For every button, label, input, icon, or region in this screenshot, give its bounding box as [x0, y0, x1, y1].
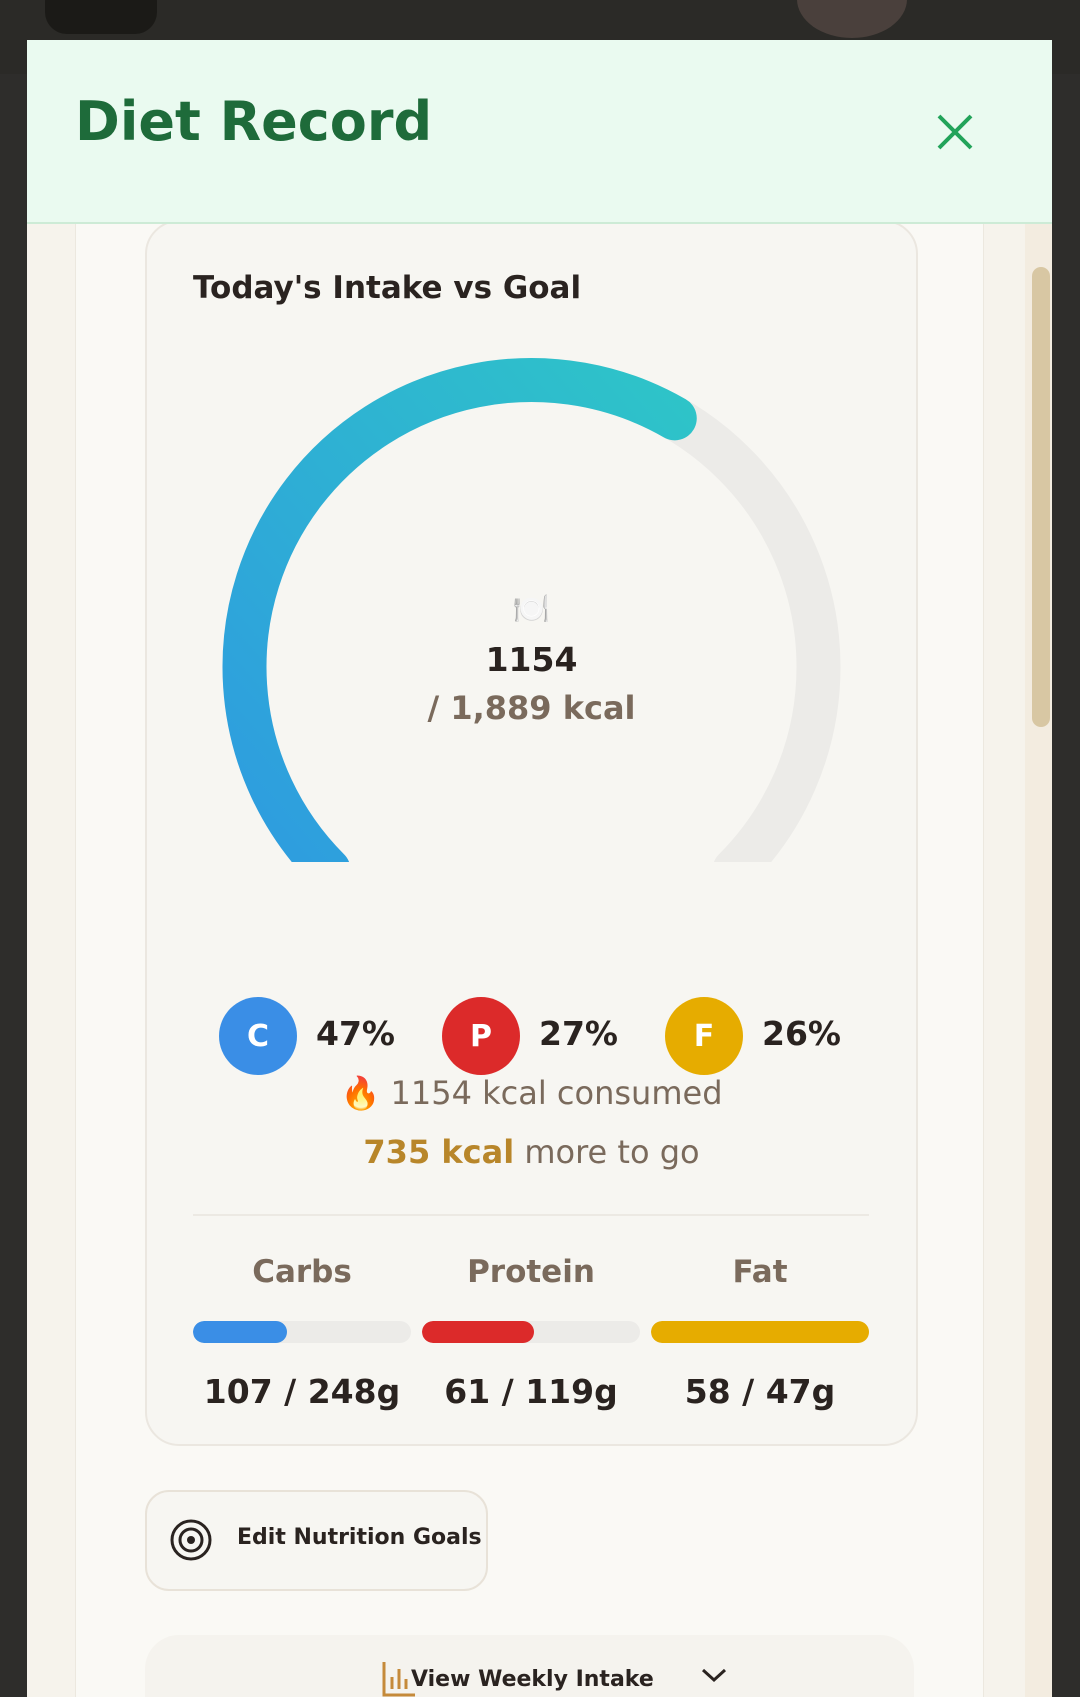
modal: Today's Intake vs Goal 🍽️ 1154 / 1,889 k… — [27, 40, 1052, 1697]
macro-badge: C — [219, 997, 297, 1075]
intake-card: Today's Intake vs Goal 🍽️ 1154 / 1,889 k… — [145, 220, 918, 1446]
separator — [193, 1214, 869, 1216]
gauge-progress — [222, 358, 697, 862]
nutrient-bar — [651, 1321, 869, 1343]
scrollbar-thumb[interactable] — [1032, 267, 1050, 727]
nutrient-track — [651, 1321, 869, 1343]
button-label: View Weekly Intake — [411, 1667, 654, 1692]
close-button[interactable] — [935, 112, 975, 152]
avatar[interactable] — [797, 0, 907, 38]
nutrient-track — [422, 1321, 640, 1343]
modal-header: Diet Record — [27, 40, 1052, 224]
macro-percent: 26% — [762, 1014, 841, 1053]
target-icon — [170, 1519, 212, 1561]
edit-goals-button[interactable]: Edit Nutrition Goals — [145, 1490, 488, 1591]
nutrient-name: Protein — [467, 1254, 595, 1290]
macro-badge: P — [442, 997, 520, 1075]
nutrient-label: 107 / 248g — [203, 1372, 401, 1411]
nutrient-bar — [422, 1321, 534, 1343]
nutrient-track — [193, 1321, 411, 1343]
menu-button[interactable] — [45, 0, 157, 34]
plate-icon: 🍽️ — [512, 592, 551, 627]
nutrient-name: Carbs — [252, 1254, 352, 1290]
macro-percent: 27% — [539, 1014, 618, 1053]
nutrient-name: Fat — [732, 1254, 788, 1290]
macro-badge: F — [665, 997, 743, 1075]
remaining-summary: 735 kcal more to go — [147, 1133, 916, 1171]
macro-percent: 47% — [316, 1014, 395, 1053]
nutrient-label: 61 / 119g — [444, 1372, 618, 1411]
consumed-kcal: 1154 — [485, 640, 578, 679]
goal-kcal: / 1,889 kcal — [427, 689, 636, 727]
modal-title: Diet Record — [75, 90, 433, 153]
chart-icon — [382, 1662, 415, 1697]
button-label: Edit Nutrition Goals — [237, 1525, 482, 1550]
nutrient-label: 58 / 47g — [684, 1372, 836, 1411]
card-title: Today's Intake vs Goal — [193, 270, 582, 306]
remaining-kcal: 735 kcal — [363, 1133, 515, 1171]
chevron-icon — [701, 1668, 727, 1683]
fire-icon: 🔥 — [340, 1074, 381, 1112]
consumed-summary: 🔥 1154 kcal consumed — [147, 1074, 916, 1112]
consumed-text: 1154 kcal consumed — [390, 1074, 723, 1112]
nutrient-bar — [193, 1321, 288, 1343]
weekly-toggle[interactable]: View Weekly Intake — [145, 1635, 914, 1697]
gauge — [222, 358, 841, 862]
remaining-suffix: more to go — [524, 1133, 700, 1171]
